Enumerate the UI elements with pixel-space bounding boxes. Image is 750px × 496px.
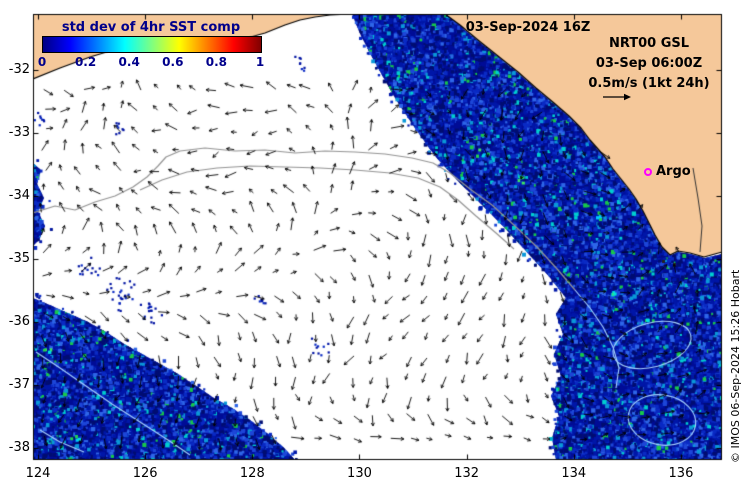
product-label: NRT00 GSL	[608, 36, 690, 51]
y-tick-label: -36	[8, 314, 30, 329]
y-tick-label: -32	[8, 62, 30, 77]
vector-time-label: 03-Sep 06:00Z	[595, 56, 703, 71]
argo-annotation: Argo	[644, 164, 691, 179]
x-tick-label: 124	[25, 466, 51, 481]
y-tick-label: -34	[8, 188, 30, 203]
x-tick-label: 134	[561, 466, 587, 481]
datetime-label: 03-Sep-2024 16Z	[465, 20, 591, 35]
colorbar-ticks: 0 0.2 0.4 0.6 0.8 1	[38, 55, 264, 69]
colorbar-tick-label: 0	[37, 55, 47, 69]
vector-legend-block: NRT00 GSL 03-Sep 06:00Z 0.5m/s (1kt 24h)	[580, 34, 718, 94]
colorbar	[42, 36, 262, 53]
credit-text: © IMOS 06-Sep-2024 15:26 Hobart	[729, 269, 742, 463]
x-tick-label: 130	[347, 466, 372, 481]
y-tick-label: -33	[8, 125, 30, 140]
y-tick-label: -37	[8, 377, 30, 392]
colorbar-gradient	[43, 37, 261, 52]
colorbar-tick-label: 0.4	[118, 55, 140, 69]
x-tick-label: 128	[239, 466, 265, 481]
colorbar-tick-label: 0.2	[74, 55, 97, 69]
y-tick-label: -35	[8, 251, 30, 266]
colorbar-tick-label: 1	[255, 55, 265, 69]
colorbar-tick-label: 0.8	[205, 55, 228, 69]
x-tick-label: 136	[668, 466, 694, 481]
scale-arrow-icon	[603, 93, 631, 101]
x-tick-label: 132	[454, 466, 480, 481]
colorbar-title: std dev of 4hr SST comp	[61, 20, 241, 35]
argo-marker	[644, 167, 652, 176]
vector-scale-label: 0.5m/s (1kt 24h)	[588, 76, 710, 91]
y-tick-label: -38	[8, 440, 30, 455]
colorbar-tick-label: 0.6	[162, 55, 184, 69]
argo-label: Argo	[656, 164, 691, 179]
x-tick-label: 126	[132, 466, 158, 481]
